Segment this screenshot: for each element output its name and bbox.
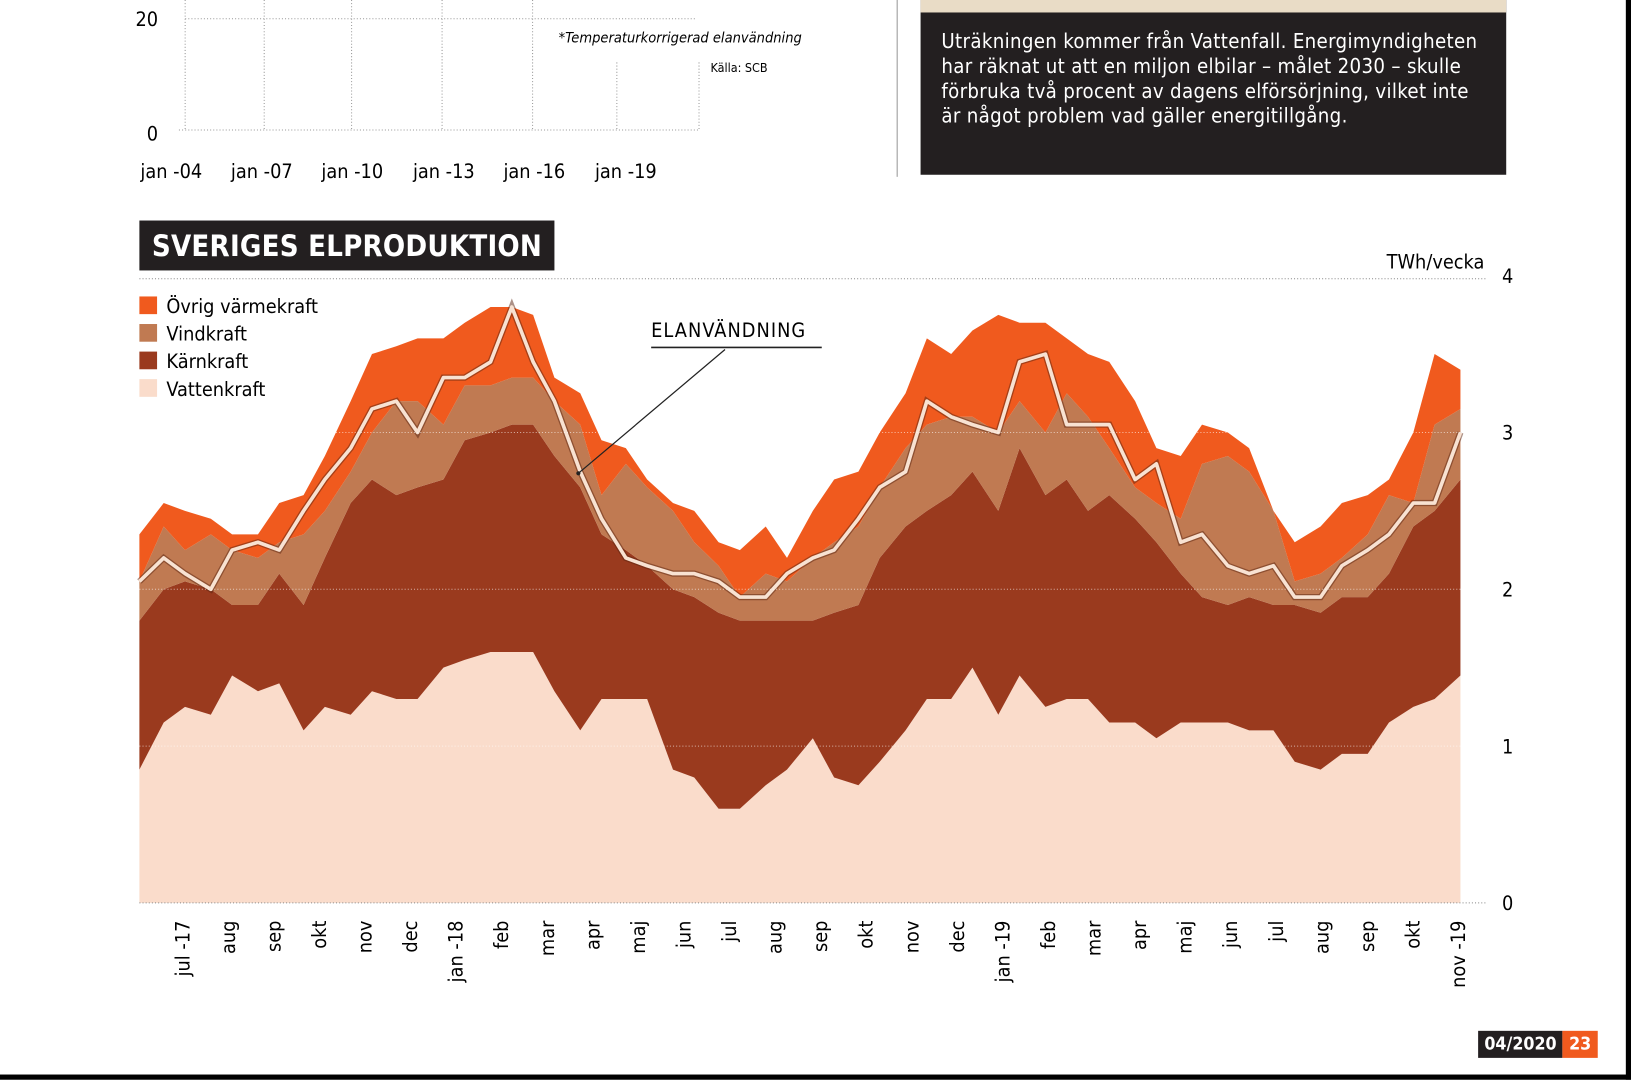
x-tick-label: aug	[764, 921, 787, 954]
area-vattenkraft	[139, 651, 1461, 903]
x-tick-label: sep	[262, 921, 285, 952]
legend-swatch	[139, 324, 158, 342]
y-axis-unit: TWh/vecka	[1386, 250, 1485, 273]
area-vindkraft	[139, 377, 1461, 621]
page-footer: 04/2020 23	[1478, 1030, 1598, 1058]
info-box-strip	[920, 0, 1507, 13]
info-box: Uträkningen kommer från Vattenfall. Ener…	[920, 0, 1507, 175]
x-tick-label: jun	[672, 921, 695, 949]
page-number: 23	[1562, 1030, 1598, 1058]
x-tick-label: sep	[809, 921, 832, 952]
x-tick-label: nov	[900, 921, 923, 954]
y-tick-label: 4	[1502, 265, 1513, 288]
x-tick-label: dec	[399, 921, 422, 953]
x-tick-label: okt	[308, 921, 331, 949]
legend-swatch	[139, 351, 158, 370]
x-tick-label: apr	[581, 920, 604, 950]
y-tick-label: 1	[1502, 735, 1513, 758]
y-tick-label: 3	[1502, 422, 1513, 445]
x-tick-label: jul -17	[171, 921, 194, 978]
legend-label: Vattenkraft	[166, 378, 265, 401]
x-tick-label: jan -04	[139, 160, 202, 183]
legend-swatch	[139, 296, 158, 315]
legend-label: Vindkraft	[166, 323, 247, 346]
info-box-text: Uträkningen kommer från Vattenfall. Ener…	[941, 29, 1478, 128]
x-tick-label: jan -18	[445, 921, 468, 984]
area-övrig-värmekraft	[139, 307, 1461, 598]
x-tick-label: maj	[627, 921, 650, 954]
x-tick-label: okt	[1401, 921, 1424, 949]
x-tick-label: maj	[1174, 921, 1197, 954]
x-tick-label: jun	[1219, 921, 1242, 949]
x-tick-label: jan -13	[412, 160, 475, 183]
annotation-leader-line	[577, 349, 726, 474]
chart-note: *Temperaturkorrigerad elanvändning	[559, 30, 802, 47]
production-chart: Övrig värmekraft Vindkraft Kärnkraft Vatten…	[137, 250, 1513, 988]
x-tick-label: mar	[536, 920, 559, 956]
x-tick-label: jan -19	[991, 921, 1014, 984]
x-tick-label: jan -07	[230, 160, 293, 183]
y-tick-label: 20	[136, 8, 159, 31]
bottom-border	[0, 1074, 1631, 1080]
area-kärnkraft	[139, 424, 1461, 809]
column-divider	[896, 0, 898, 177]
legend-label: Övrig värmekraft	[166, 295, 318, 318]
x-tick-label: jul	[1265, 921, 1288, 943]
issue-label: 04/2020	[1478, 1030, 1563, 1058]
legend-swatch	[139, 379, 158, 397]
legend-label: Kärnkraft	[166, 350, 248, 373]
x-tick-label: nov	[354, 921, 377, 954]
x-tick-label: apr	[1128, 920, 1151, 950]
x-tick-label: dec	[946, 921, 969, 953]
x-tick-label: feb	[1037, 921, 1060, 949]
y-tick-label: 0	[147, 122, 158, 145]
chart-title: SVERIGES ELPRODUKTION	[139, 220, 555, 271]
line-elanvandning	[138, 305, 1463, 599]
y-tick-label: 0	[1502, 892, 1513, 915]
x-tick-label: sep	[1356, 921, 1379, 952]
x-tick-label: okt	[855, 921, 878, 949]
x-tick-label: jul	[718, 921, 741, 943]
chart-source: Källa: SCB	[710, 60, 767, 75]
x-tick-label: mar	[1083, 920, 1106, 956]
x-tick-label: nov -19	[1447, 921, 1470, 988]
x-tick-label: jan -16	[502, 160, 565, 183]
x-tick-label: feb	[490, 921, 513, 949]
line-annotation-label: ELANVÄNDNING	[651, 319, 806, 342]
annotation-dot	[576, 471, 581, 476]
x-tick-label: aug	[1310, 921, 1333, 954]
y-tick-label: 2	[1502, 579, 1513, 602]
x-tick-label: jan -10	[320, 160, 383, 183]
right-border	[1625, 0, 1631, 1080]
x-tick-label: aug	[217, 921, 240, 954]
top-chart: 20 0 jan -04 jan -07 jan -10 jan -13 jan…	[136, 0, 802, 183]
x-tick-label: jan -19	[594, 160, 657, 183]
